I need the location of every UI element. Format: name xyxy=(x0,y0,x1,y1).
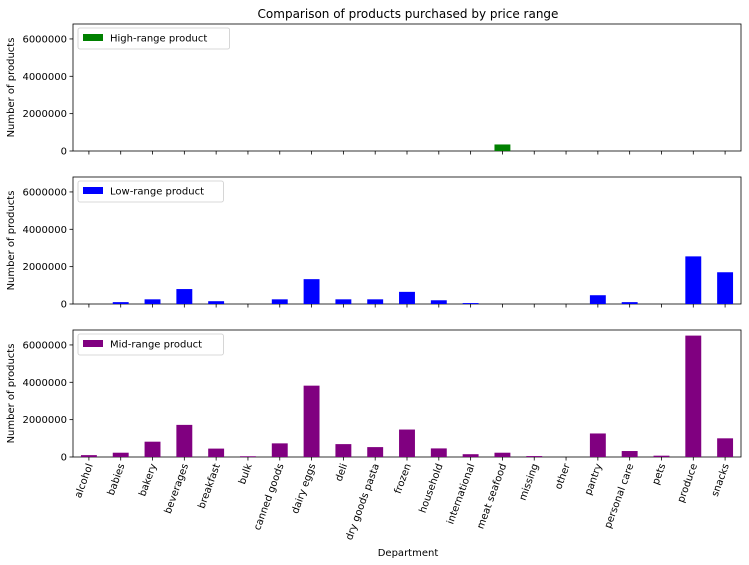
bar-alcohol xyxy=(80,455,97,457)
bar-frozen xyxy=(399,291,415,304)
y-tick-label: 0 xyxy=(61,453,67,464)
y-axis-label: Number of products xyxy=(6,191,17,291)
x-tick-label: frozen xyxy=(393,462,414,495)
x-tick-label: missing xyxy=(518,462,541,502)
y-tick-label: 4000000 xyxy=(22,72,67,83)
bar-snacks xyxy=(717,438,734,457)
bar-canned-goods xyxy=(271,299,288,304)
y-tick-label: 4000000 xyxy=(22,378,67,389)
y-axis-label: Number of products xyxy=(6,38,17,138)
bar-deli xyxy=(335,299,352,304)
legend-label: High-range product xyxy=(110,34,207,45)
y-tick-label: 6000000 xyxy=(22,340,67,351)
bar-personal-care xyxy=(621,302,638,304)
bar-snacks xyxy=(717,272,734,304)
y-tick-label: 6000000 xyxy=(22,34,67,45)
bar-dry-goods-pasta xyxy=(367,447,384,457)
bar-international xyxy=(462,303,479,304)
x-tick-label: alcohol xyxy=(73,462,96,499)
x-tick-label: bakery xyxy=(137,462,159,498)
x-tick-label: meat seafood xyxy=(475,462,509,530)
bar-bakery xyxy=(144,441,161,457)
bar-pets xyxy=(653,455,670,457)
bar-dairy-eggs xyxy=(303,279,320,304)
bar-frozen xyxy=(399,429,415,457)
bar-meat-seafood xyxy=(494,452,511,457)
chart-title: Comparison of products purchased by pric… xyxy=(258,7,559,21)
x-tick-label: breakfast xyxy=(197,462,223,510)
y-tick-label: 2000000 xyxy=(22,109,67,120)
y-axis-label: Number of products xyxy=(6,344,17,444)
bar-meat-seafood xyxy=(494,144,511,151)
x-tick-label: produce xyxy=(676,462,700,504)
subplot-1: 0 2000000 4000000 6000000 Number of products… xyxy=(6,23,742,158)
y-tick-label: 2000000 xyxy=(22,415,67,426)
x-tick-label: bulk xyxy=(237,462,255,486)
x-tick-label: beverages xyxy=(163,462,191,515)
x-tick-label: canned goods xyxy=(252,462,286,532)
bar-household xyxy=(430,448,447,457)
bar-breakfast xyxy=(208,301,225,304)
x-axis-label: Department xyxy=(378,548,439,559)
bar-international xyxy=(462,454,479,457)
x-tick-label: pantry xyxy=(583,462,605,497)
legend-swatch xyxy=(83,187,103,194)
subplot-3: 0 2000000 4000000 6000000 Number of products… xyxy=(6,329,742,542)
legend-box xyxy=(77,180,224,203)
legend: Mid-range product xyxy=(77,333,224,356)
y-tick-label: 6000000 xyxy=(22,187,67,198)
legend-box xyxy=(77,27,231,50)
bar-household xyxy=(430,300,447,304)
x-tick-label: other xyxy=(553,461,573,491)
bar-bulk xyxy=(240,456,256,457)
bar-dry-goods-pasta xyxy=(367,299,384,304)
x-tick-label: pets xyxy=(651,462,669,486)
bar-produce xyxy=(685,256,702,304)
subplot-2: 0 2000000 4000000 6000000 Number of products… xyxy=(6,176,742,311)
x-tick-label: babies xyxy=(106,462,128,497)
y-tick-label: 0 xyxy=(61,147,67,158)
bar-produce xyxy=(685,335,702,457)
legend-label: Mid-range product xyxy=(110,340,202,351)
legend: High-range product xyxy=(77,27,231,50)
bar-bakery xyxy=(144,299,161,304)
bar-canned-goods xyxy=(271,443,288,457)
bar-deli xyxy=(335,444,352,457)
x-tick-label: dry goods pasta xyxy=(344,462,382,542)
y-tick-label: 0 xyxy=(61,300,67,311)
bar-babies xyxy=(112,452,129,457)
bar-pantry xyxy=(589,295,606,304)
x-tick-label: snacks xyxy=(710,462,732,498)
legend-swatch xyxy=(83,340,103,347)
x-tick-label: dairy eggs xyxy=(290,462,318,515)
bar-missing xyxy=(526,456,543,457)
x-tick-label: personal care xyxy=(603,462,637,530)
bar-breakfast xyxy=(208,448,225,457)
bar-dairy-eggs xyxy=(303,385,320,457)
legend: Low-range product xyxy=(77,180,224,203)
bar-beverages xyxy=(176,424,193,457)
x-tick-label: household xyxy=(418,462,446,514)
bar-personal-care xyxy=(621,451,638,457)
bar-babies xyxy=(112,302,129,304)
y-tick-label: 4000000 xyxy=(22,225,67,236)
bar-beverages xyxy=(176,289,193,304)
x-tick-label: deli xyxy=(334,462,351,483)
x-tick-label: international xyxy=(445,462,477,526)
legend-box xyxy=(77,333,224,356)
legend-label: Low-range product xyxy=(110,187,204,198)
y-tick-label: 2000000 xyxy=(22,262,67,273)
legend-swatch xyxy=(83,34,103,41)
bar-pantry xyxy=(589,433,606,457)
